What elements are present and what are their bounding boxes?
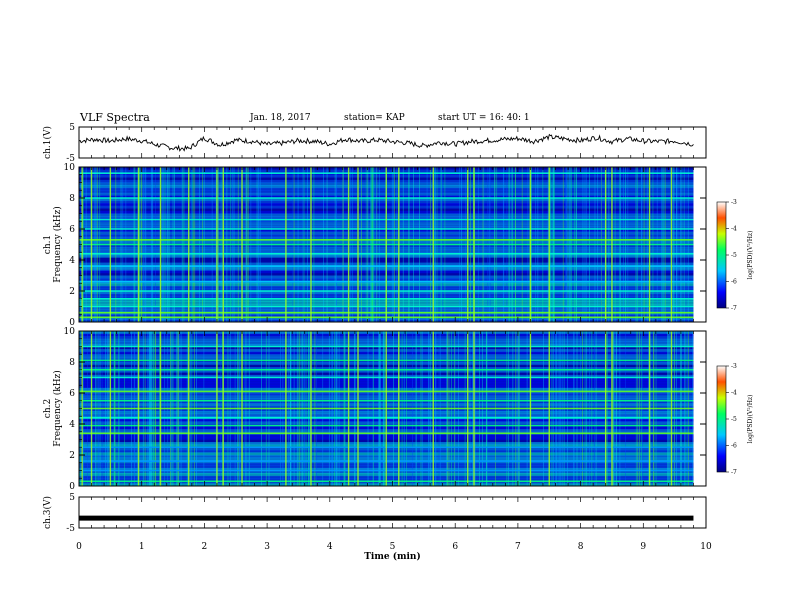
station-label: station= KAP [344, 113, 405, 123]
spectrogram-1: 0 2 4 6 8 10 ch.1 Frequency (kHz) [43, 163, 706, 328]
y-tick-label: 4 [69, 420, 75, 430]
y-tick-label: 8 [69, 358, 75, 368]
colorbar-label: log(PSD)(V²/Hz) [747, 395, 754, 444]
x-tick-label: 5 [390, 542, 396, 552]
colorbar-label: log(PSD)(V²/Hz) [747, 231, 754, 280]
y-tick-label: 0 [69, 318, 75, 328]
y-axis-label-channel: ch.2 [43, 399, 53, 418]
x-tick-label: 9 [640, 542, 646, 552]
y-tick-label: -5 [66, 524, 75, 534]
y-tick-label: 10 [64, 327, 76, 337]
x-tick-label: 0 [76, 542, 82, 552]
y-tick-label: 6 [69, 389, 75, 399]
date-label: Jan. 18, 2017 [250, 113, 311, 123]
y-tick-label: 5 [69, 493, 75, 503]
x-tick-label: 6 [452, 542, 458, 552]
y-tick-label: 2 [69, 287, 75, 297]
y-tick-label: 8 [69, 194, 75, 204]
x-tick-label: 2 [202, 542, 208, 552]
colorbar-tick-label: -3 [731, 199, 737, 206]
x-tick-label: 1 [139, 542, 145, 552]
colorbar-tick-label: -5 [731, 416, 737, 423]
y-axis-label: ch.1(V) [42, 126, 53, 159]
colorbar-tick-label: -7 [731, 469, 737, 476]
x-tick-label: 4 [327, 542, 333, 552]
colorbar-2 [716, 365, 727, 473]
y-axis-label: ch.3(V) [42, 496, 53, 529]
y-tick-label: 10 [64, 163, 76, 173]
y-tick-label: 5 [69, 123, 75, 133]
colorbar-tick-label: -3 [731, 363, 737, 370]
y-tick-label: 4 [69, 256, 75, 266]
x-tick-label: 10 [700, 542, 712, 552]
y-tick-label: 0 [69, 482, 75, 492]
x-tick-label: 7 [515, 542, 521, 552]
colorbar-1 [716, 201, 727, 309]
y-axis-label-frequency: Frequency (kHz) [52, 206, 63, 283]
colorbar-tick-label: -5 [731, 252, 737, 259]
y-axis-label-channel: ch.1 [43, 235, 53, 254]
y-axis-label-frequency: Frequency (kHz) [52, 370, 63, 447]
colorbar-tick-label: -4 [731, 226, 737, 233]
y-tick-label: 2 [69, 451, 75, 461]
x-tick-label: 3 [264, 542, 270, 552]
chart-title: VLF Spectra [80, 111, 150, 124]
colorbar-tick-label: -7 [731, 305, 737, 312]
start-time-label: start UT = 16: 40: 1 [438, 113, 530, 123]
y-tick-label: 6 [69, 225, 75, 235]
colorbar-tick-label: -6 [731, 279, 737, 286]
x-axis-label: Time (min) [364, 551, 421, 562]
spectrogram-2: 0 2 4 6 8 10 ch.2 Frequency (kHz) [43, 327, 706, 492]
x-tick-label: 8 [578, 542, 584, 552]
colorbar-tick-label: -6 [731, 443, 737, 450]
y-tick-label: -5 [66, 154, 75, 164]
colorbar-tick-label: -4 [731, 390, 737, 397]
waveform-4: 5 -5 ch.3(V) 0 1 2 3 4 5 6 7 8 9 10 Time (min) [42, 493, 712, 562]
ch1-line [78, 133, 694, 152]
